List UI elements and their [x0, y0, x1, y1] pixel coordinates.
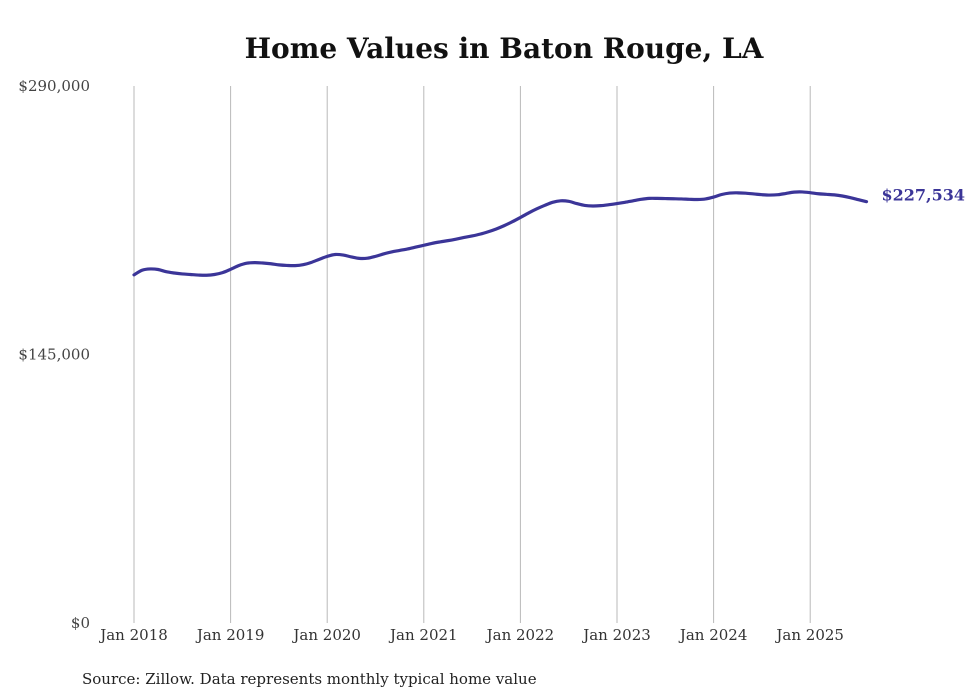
y-tick-label: $290,000	[18, 77, 90, 95]
y-tick-label: $0	[71, 614, 90, 632]
x-tick-label: Jan 2022	[485, 626, 555, 644]
source-note: Source: Zillow. Data represents monthly …	[82, 670, 537, 688]
end-value-label: $227,534	[882, 186, 966, 205]
chart-title: Home Values in Baton Rouge, LA	[245, 32, 765, 65]
x-tick-label: Jan 2021	[388, 626, 458, 644]
x-tick-label: Jan 2019	[195, 626, 265, 644]
gridlines	[133, 86, 811, 623]
y-axis-tick-labels: $0 $145,000 $290,000	[18, 77, 90, 632]
series-line-0	[132, 190, 869, 277]
x-tick-label: Jan 2024	[678, 626, 748, 644]
x-tick-label: Jan 2025	[774, 626, 844, 644]
x-tick-label: Jan 2020	[291, 626, 361, 644]
series-layer: $227,534	[132, 186, 966, 277]
x-axis-tick-labels: Jan 2018 Jan 2019 Jan 2020 Jan 2021 Jan 2022…	[98, 626, 844, 644]
x-tick-label: Jan 2023	[581, 626, 651, 644]
x-tick-label: Jan 2018	[98, 626, 168, 644]
y-tick-label: $145,000	[18, 346, 90, 364]
